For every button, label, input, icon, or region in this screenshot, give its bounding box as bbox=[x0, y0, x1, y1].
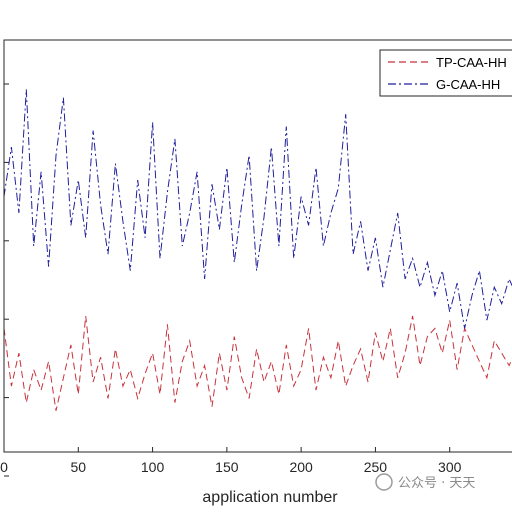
series-layer bbox=[4, 89, 512, 411]
legend-label-tp-caa-hh: TP-CAA-HH bbox=[436, 55, 507, 70]
legend-label-g-caa-hh: G-CAA-HH bbox=[436, 77, 500, 92]
legend: TP-CAA-HH G-CAA-HH bbox=[379, 49, 512, 97]
plot-frame bbox=[3, 39, 512, 453]
series-line-g-caa-hh bbox=[4, 89, 512, 329]
y-axis-ticks bbox=[4, 83, 9, 477]
x-axis-ticks: 0 50 100 150 200 250 300 bbox=[0, 447, 462, 475]
x-tick-label: 0 bbox=[0, 459, 8, 475]
x-tick-label: 100 bbox=[141, 459, 165, 475]
x-tick-label: 250 bbox=[364, 459, 388, 475]
x-tick-label: 200 bbox=[289, 459, 313, 475]
x-axis-label: application number bbox=[202, 489, 338, 506]
x-tick-label: 300 bbox=[438, 459, 462, 475]
x-tick-label: 50 bbox=[70, 459, 86, 475]
legend-box bbox=[379, 49, 512, 97]
watermark-text: 公众号 · 天天 bbox=[398, 476, 475, 491]
x-tick-label: 150 bbox=[215, 459, 239, 475]
wechat-icon bbox=[375, 473, 393, 491]
series-line-tp-caa-hh bbox=[4, 315, 512, 411]
watermark: 公众号 · 天天 bbox=[375, 473, 475, 491]
